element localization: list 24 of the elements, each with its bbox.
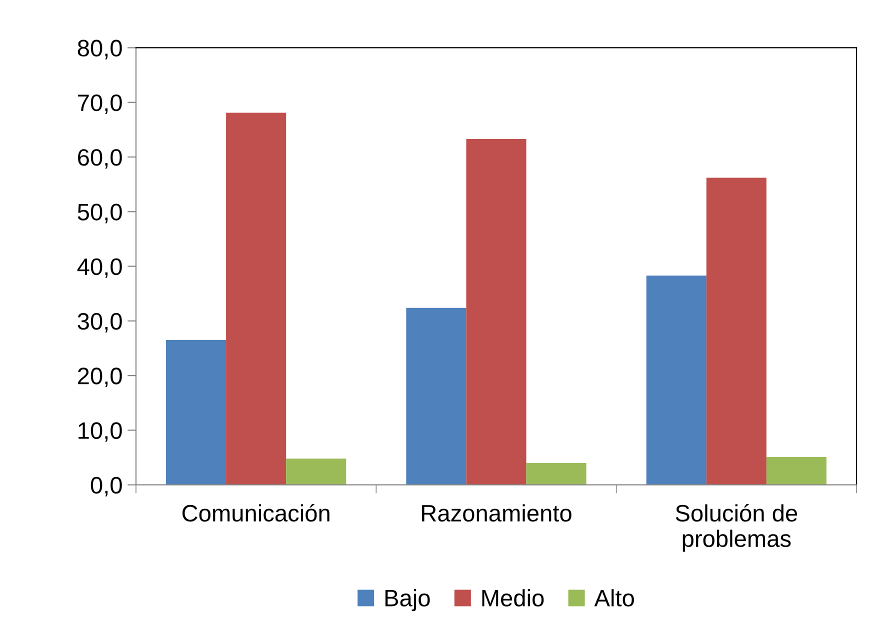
y-tick-label: 30,0 (78, 312, 122, 333)
legend-label: Alto (594, 589, 634, 606)
bar (766, 456, 826, 485)
bar (526, 462, 586, 485)
y-tick-label: 10,0 (78, 422, 122, 442)
y-tick-label: 20,0 (78, 368, 122, 388)
x-tick-label: Razonamiento (422, 504, 572, 522)
bar (646, 276, 706, 485)
y-tick-label: 70,0 (78, 94, 122, 114)
bar (406, 308, 466, 485)
bar (286, 458, 346, 485)
legend-label: Medio (482, 589, 544, 606)
y-tick-label: 0,0 (90, 476, 122, 496)
y-tick-label: 60,0 (78, 149, 122, 169)
y-tick-label: 80,0 (78, 40, 122, 60)
y-tick-label: 40,0 (77, 258, 122, 278)
x-tick-label: Comunicación (182, 504, 330, 522)
bar (226, 112, 286, 485)
legend-label: Bajo (385, 589, 430, 612)
x-tick-label: Solución de problemas (676, 504, 798, 552)
y-tick-label: 50,0 (78, 204, 122, 224)
bar (166, 340, 226, 485)
bar (466, 138, 526, 485)
bar (706, 178, 766, 485)
